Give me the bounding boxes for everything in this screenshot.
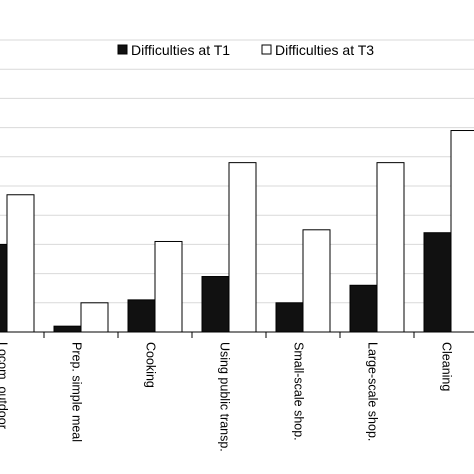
x-tick-label-3: Using public transp. (218, 342, 232, 452)
bar-t3-2 (154, 240, 183, 333)
bar-t3-3 (228, 162, 257, 333)
legend-label-t1: Difficulties at T1 (131, 42, 230, 58)
legend-label-t3: Difficulties at T3 (275, 42, 374, 58)
x-tick-label-5: Large-scale shop. (366, 342, 380, 441)
bar-t3-4 (302, 229, 331, 333)
legend-swatch-t3 (261, 44, 272, 55)
bar-t3-6 (450, 130, 474, 333)
bar-t1-1 (53, 325, 82, 333)
bar-t1-3 (201, 276, 230, 333)
x-tick-label-6: Cleaning (440, 342, 454, 391)
x-tick-label-0: Locom. outdoor (0, 342, 10, 429)
legend-swatch-t1 (117, 44, 128, 55)
bar-t1-2 (127, 299, 156, 333)
x-tick-labels: Locom. outdoor Prep. simple meal Cooking Us… (0, 332, 454, 452)
bar-t1-6 (423, 232, 452, 333)
x-tick-label-4: Small-scale shop. (292, 342, 306, 441)
x-tick-label-1: Prep. simple meal (70, 342, 84, 442)
x-tick-label-2: Cooking (144, 342, 158, 388)
bars (0, 130, 474, 333)
bar-t3-0 (6, 194, 35, 333)
bar-t1-0 (0, 243, 8, 333)
bar-t3-1 (80, 302, 109, 333)
bar-t3-5 (376, 162, 405, 333)
bar-t1-5 (349, 284, 378, 333)
legend: Difficulties at T1 Difficulties at T3 (117, 42, 374, 58)
bar-t1-4 (275, 302, 304, 333)
